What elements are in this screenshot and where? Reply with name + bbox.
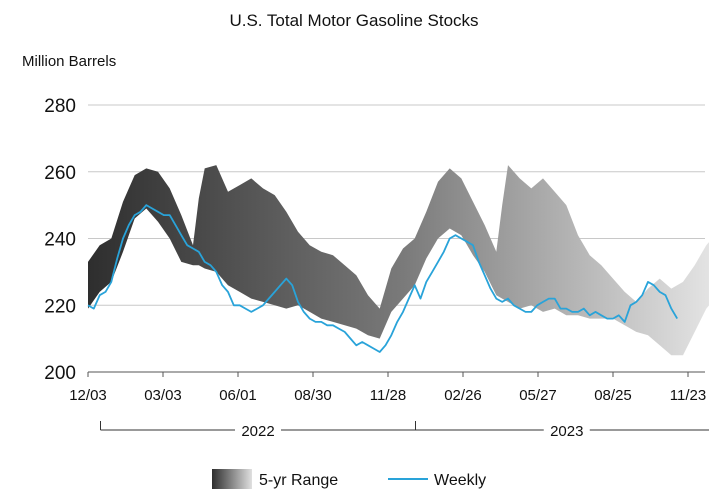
legend: 5-yr Range Weekly xyxy=(212,469,486,489)
legend-label-weekly: Weekly xyxy=(434,472,486,489)
year-label: 2022 xyxy=(241,423,274,440)
x-tick-label: 05/27 xyxy=(519,387,557,404)
year-label: 2023 xyxy=(550,423,583,440)
x-tick-label: 06/01 xyxy=(219,387,257,404)
y-tick-label: 280 xyxy=(44,96,76,117)
range-area-layer xyxy=(88,165,709,355)
chart-title: U.S. Total Motor Gasoline Stocks xyxy=(229,11,478,30)
five-year-range-area xyxy=(88,165,709,355)
y-tick-labels: 200 220 240 260 280 xyxy=(44,96,76,384)
legend-swatch-range xyxy=(212,469,252,489)
y-tick-label: 200 xyxy=(44,363,76,384)
x-tick-label: 02/26 xyxy=(444,387,482,404)
x-tick-label: 03/03 xyxy=(144,387,182,404)
x-tick-label: 08/30 xyxy=(294,387,332,404)
x-tick-label: 08/25 xyxy=(594,387,632,404)
x-tick-label: 12/03 xyxy=(69,387,107,404)
axes xyxy=(88,372,705,377)
y-tick-label: 260 xyxy=(44,163,76,184)
year-brackets: 2022 2023 xyxy=(101,420,709,440)
y-axis-label: Million Barrels xyxy=(22,53,116,70)
x-tick-label: 11/23 xyxy=(670,387,706,404)
y-tick-label: 240 xyxy=(44,230,76,251)
x-tick-labels: 12/03 03/03 06/01 08/30 11/28 02/26 05/27 08/25… xyxy=(69,387,706,404)
legend-label-range: 5-yr Range xyxy=(259,472,338,489)
y-tick-label: 220 xyxy=(44,296,76,317)
x-tick-label: 11/28 xyxy=(370,387,406,404)
